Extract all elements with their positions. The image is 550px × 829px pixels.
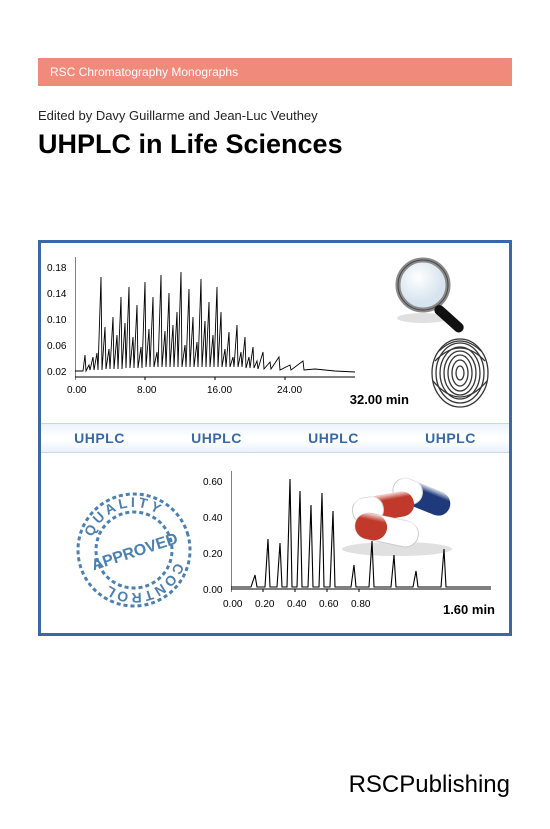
ytick: 0.06 <box>47 341 66 352</box>
band-label: UHPLC <box>425 430 476 446</box>
top-panel: 0.18 0.14 0.10 0.06 0.02 0.00 8.00 16.00… <box>41 243 509 423</box>
publisher-logo: RSCPublishing <box>349 771 510 799</box>
top-chromatogram: 0.18 0.14 0.10 0.06 0.02 0.00 8.00 16.00… <box>75 257 355 397</box>
xtick: 0.00 <box>67 385 86 396</box>
xtick: 8.00 <box>137 385 156 396</box>
figure-box: 0.18 0.14 0.10 0.06 0.02 0.00 8.00 16.00… <box>38 240 512 636</box>
ytick: 0.60 <box>203 477 222 488</box>
band-label: UHPLC <box>191 430 242 446</box>
series-label: RSC Chromatography Monographs <box>50 65 238 79</box>
series-bar: RSC Chromatography Monographs <box>38 58 512 86</box>
xtick: 0.40 <box>287 599 306 610</box>
uhplc-band: UHPLC UHPLC UHPLC UHPLC <box>41 423 509 453</box>
xtick: 0.00 <box>223 599 242 610</box>
book-title: UHPLC in Life Sciences <box>38 129 512 160</box>
ytick: 0.40 <box>203 513 222 524</box>
editors-line: Edited by Davy Guillarme and Jean-Luc Ve… <box>38 108 512 123</box>
chromatogram-trace <box>75 257 355 383</box>
bottom-panel: QUALITY CONTROL APPROVED 0.60 0.40 0.20 … <box>41 453 509 633</box>
xtick: 0.60 <box>319 599 338 610</box>
ytick: 0.02 <box>47 367 66 378</box>
time-label: 1.60 min <box>443 602 495 617</box>
ytick: 0.18 <box>47 263 66 274</box>
ytick: 0.00 <box>203 585 222 596</box>
ytick: 0.20 <box>203 549 222 560</box>
time-label: 32.00 min <box>350 392 409 407</box>
band-label: UHPLC <box>74 430 125 446</box>
fingerprint-icon <box>425 331 495 411</box>
quality-approved-stamp-icon: QUALITY CONTROL APPROVED <box>69 485 199 615</box>
xtick: 0.20 <box>255 599 274 610</box>
xtick: 16.00 <box>207 385 232 396</box>
ytick: 0.14 <box>47 289 66 300</box>
band-label: UHPLC <box>308 430 359 446</box>
ytick: 0.10 <box>47 315 66 326</box>
publisher-right: Publishing <box>399 771 510 798</box>
book-cover: RSC Chromatography Monographs Edited by … <box>0 0 550 829</box>
xtick: 0.80 <box>351 599 370 610</box>
xtick: 24.00 <box>277 385 302 396</box>
publisher-left: RSC <box>349 771 400 798</box>
capsules-icon <box>327 461 467 561</box>
